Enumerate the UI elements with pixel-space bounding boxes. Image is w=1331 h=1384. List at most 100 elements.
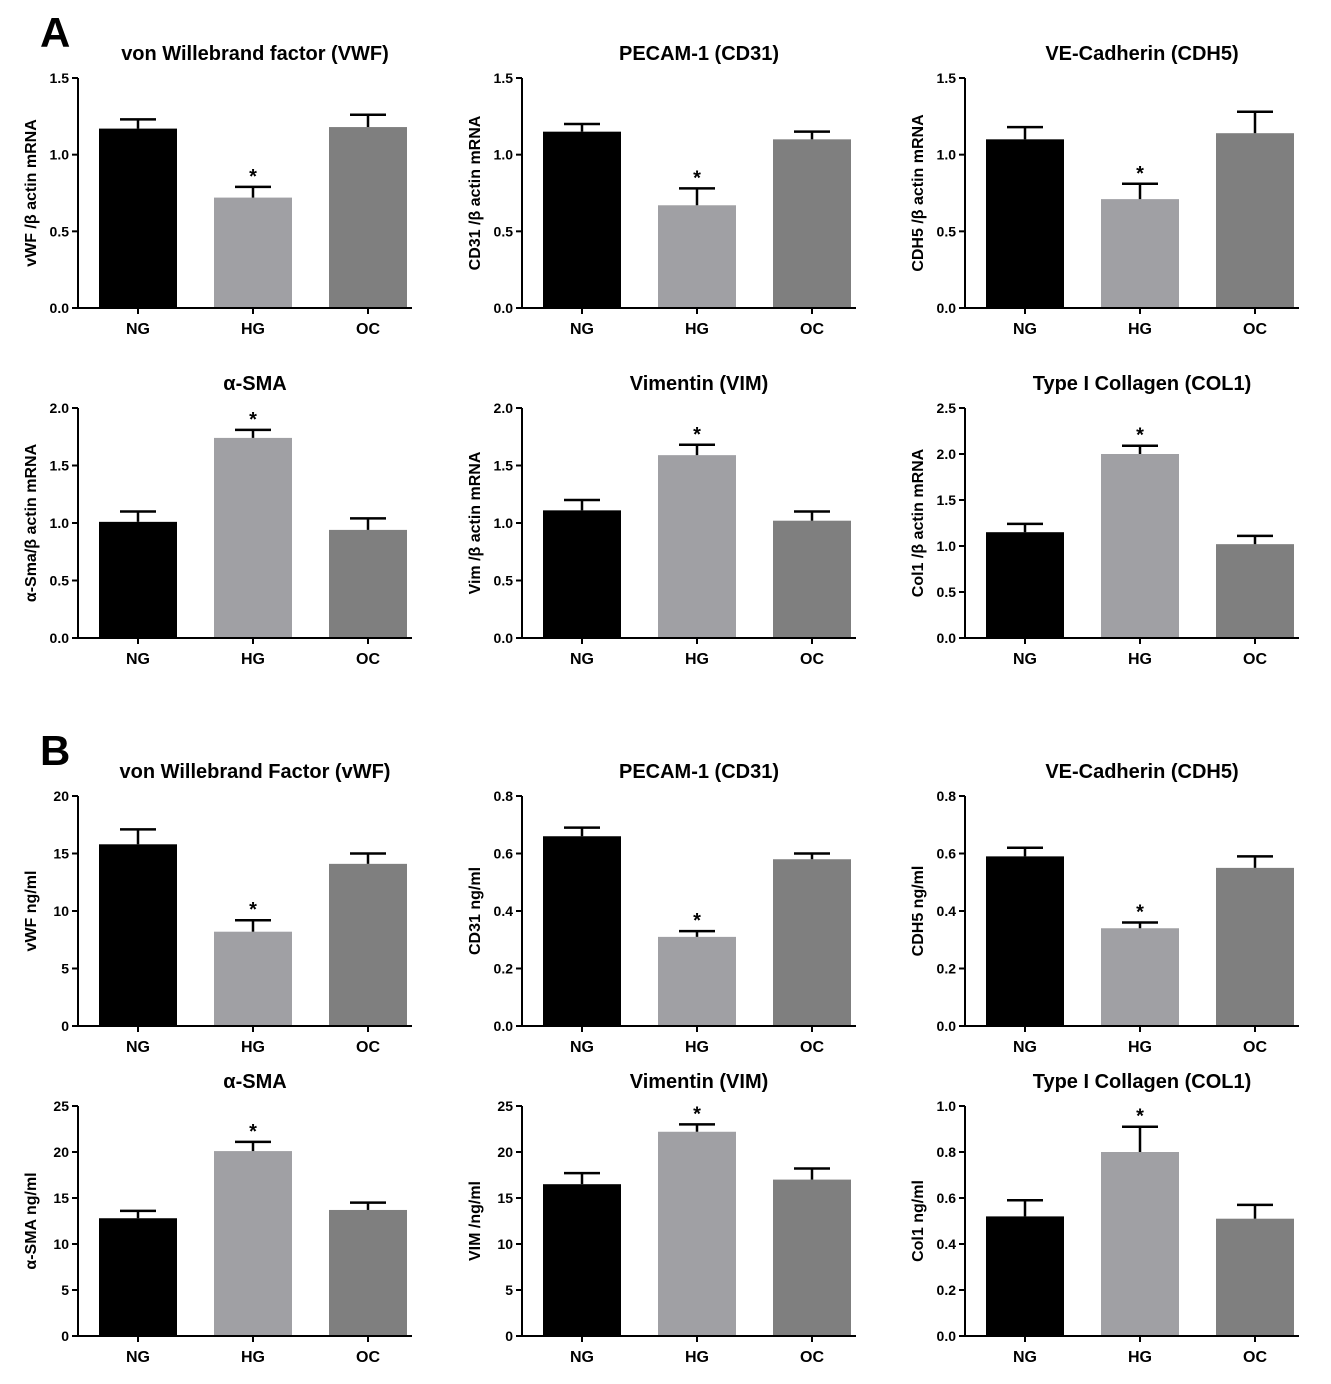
x-tick-label-oc: OC bbox=[356, 321, 380, 338]
y-axis-label: CD31 /β actin mRNA bbox=[467, 115, 484, 270]
x-tick-label-oc: OC bbox=[800, 1039, 824, 1056]
bar-oc bbox=[1216, 867, 1294, 1026]
chart-b-cdh5: VE-Cadherin (CDH5) CDH5 ng/ml NG * HG OC 0.0 0.… bbox=[910, 761, 1299, 1056]
significance-marker-hg: * bbox=[249, 1121, 257, 1143]
bar-hg bbox=[214, 197, 292, 308]
x-tick-label-oc: OC bbox=[800, 1349, 824, 1366]
significance-marker-hg: * bbox=[249, 166, 257, 188]
chart-title: Type I Collagen (COL1) bbox=[1033, 373, 1252, 395]
chart-title: Vimentin (VIM) bbox=[630, 1071, 769, 1093]
chart-b-vwf: von Willebrand Factor (vWF) vWF ng/ml NG * H… bbox=[23, 761, 412, 1056]
bar-ng bbox=[99, 521, 177, 638]
x-tick-label-hg: HG bbox=[1128, 651, 1152, 668]
chart-title: Type I Collagen (COL1) bbox=[1033, 1071, 1252, 1093]
significance-marker-hg: * bbox=[249, 899, 257, 921]
panel-label-a: A bbox=[40, 9, 71, 56]
y-tick-label: 10 bbox=[53, 1236, 69, 1252]
y-tick-label: 0 bbox=[61, 1018, 69, 1034]
significance-marker-hg: * bbox=[693, 1103, 701, 1125]
y-tick-label: 20 bbox=[53, 788, 69, 804]
y-tick-label: 1.5 bbox=[937, 492, 957, 508]
y-tick-label: 1.0 bbox=[937, 147, 957, 163]
chart-a-asma: α-SMA α-Sma/β actin mRNA NG * HG OC 0.0 0.5 1.0 1… bbox=[23, 373, 412, 668]
y-tick-label: 0.0 bbox=[50, 630, 70, 646]
y-tick-label: 0 bbox=[61, 1328, 69, 1344]
bar-oc bbox=[773, 520, 851, 638]
bar-oc bbox=[773, 139, 851, 308]
y-tick-label: 0.0 bbox=[494, 630, 514, 646]
y-axis-label: Col1 /β actin mRNA bbox=[910, 448, 927, 597]
bar-oc bbox=[773, 859, 851, 1026]
chart-a-col1: Type I Collagen (COL1) Col1 /β actin mRNA… bbox=[910, 373, 1299, 668]
bar-ng bbox=[986, 139, 1064, 308]
panel-label-b: B bbox=[40, 727, 71, 774]
x-tick-label-hg: HG bbox=[241, 321, 265, 338]
chart-title: VE-Cadherin (CDH5) bbox=[1045, 761, 1238, 783]
bar-hg bbox=[1101, 199, 1179, 308]
significance-marker-hg: * bbox=[693, 167, 701, 189]
x-tick-label-ng: NG bbox=[126, 1039, 150, 1056]
bar-hg bbox=[658, 936, 736, 1026]
x-tick-label-hg: HG bbox=[1128, 1039, 1152, 1056]
y-tick-label: 0.8 bbox=[937, 788, 957, 804]
x-tick-label-oc: OC bbox=[356, 651, 380, 668]
y-tick-label: 5 bbox=[61, 1282, 69, 1298]
x-tick-label-hg: HG bbox=[241, 1039, 265, 1056]
chart-b-cd31: PECAM-1 (CD31) CD31 ng/ml NG * HG OC 0.0 0.2 0.4… bbox=[467, 761, 856, 1056]
significance-marker-hg: * bbox=[249, 409, 257, 431]
bar-hg bbox=[214, 931, 292, 1026]
y-tick-label: 0.0 bbox=[937, 630, 957, 646]
x-tick-label-oc: OC bbox=[1243, 1039, 1267, 1056]
y-tick-label: 0.8 bbox=[494, 788, 514, 804]
bar-hg bbox=[658, 1131, 736, 1336]
y-tick-label: 1.0 bbox=[50, 147, 70, 163]
y-tick-label: 0.0 bbox=[494, 300, 514, 316]
x-tick-label-hg: HG bbox=[685, 1349, 709, 1366]
y-tick-label: 0.6 bbox=[937, 1190, 957, 1206]
x-tick-label-oc: OC bbox=[1243, 321, 1267, 338]
y-tick-label: 1.0 bbox=[494, 515, 514, 531]
bar-ng bbox=[543, 510, 621, 638]
y-tick-label: 15 bbox=[497, 1190, 513, 1206]
x-tick-label-ng: NG bbox=[570, 651, 594, 668]
y-tick-label: 0.4 bbox=[937, 903, 957, 919]
significance-marker-hg: * bbox=[1136, 425, 1144, 447]
significance-marker-hg: * bbox=[693, 424, 701, 446]
x-tick-label-ng: NG bbox=[126, 1349, 150, 1366]
x-tick-label-ng: NG bbox=[126, 321, 150, 338]
x-tick-label-hg: HG bbox=[685, 1039, 709, 1056]
y-tick-label: 0.2 bbox=[937, 961, 957, 977]
bar-hg bbox=[1101, 928, 1179, 1026]
bar-oc bbox=[329, 529, 407, 638]
chart-a-cd31: PECAM-1 (CD31) CD31 /β actin mRNA NG * HG OC 0… bbox=[467, 43, 856, 338]
bar-oc bbox=[329, 127, 407, 308]
y-axis-label: Col1 ng/ml bbox=[910, 1180, 927, 1262]
y-axis-label: CD31 ng/ml bbox=[467, 867, 484, 955]
y-tick-label: 0.0 bbox=[937, 300, 957, 316]
y-tick-label: 2.0 bbox=[494, 400, 514, 416]
significance-marker-hg: * bbox=[1136, 902, 1144, 924]
y-tick-label: 1.0 bbox=[937, 1098, 957, 1114]
y-axis-label: α-SMA ng/ml bbox=[23, 1172, 40, 1269]
chart-b-vim: Vimentin (VIM) VIM /ng/ml NG * HG OC 0 5 10 15 20 2… bbox=[467, 1071, 856, 1366]
y-tick-label: 0.5 bbox=[937, 584, 957, 600]
bar-ng bbox=[986, 856, 1064, 1026]
bar-oc bbox=[329, 863, 407, 1026]
y-tick-label: 20 bbox=[53, 1144, 69, 1160]
x-tick-label-oc: OC bbox=[356, 1349, 380, 1366]
y-tick-label: 1.0 bbox=[494, 147, 514, 163]
bar-hg bbox=[1101, 1152, 1179, 1336]
y-tick-label: 1.0 bbox=[50, 515, 70, 531]
bar-oc bbox=[1216, 133, 1294, 308]
y-tick-label: 0.0 bbox=[50, 300, 70, 316]
x-tick-label-hg: HG bbox=[241, 651, 265, 668]
y-tick-label: 0.5 bbox=[494, 223, 514, 239]
y-axis-label: α-Sma/β actin mRNA bbox=[23, 443, 40, 602]
x-tick-label-hg: HG bbox=[685, 651, 709, 668]
y-tick-label: 0.2 bbox=[494, 961, 514, 977]
bar-ng bbox=[543, 131, 621, 308]
significance-marker-hg: * bbox=[1136, 1106, 1144, 1128]
x-tick-label-hg: HG bbox=[1128, 1349, 1152, 1366]
y-tick-label: 1.5 bbox=[50, 70, 70, 86]
y-tick-label: 0.0 bbox=[937, 1018, 957, 1034]
